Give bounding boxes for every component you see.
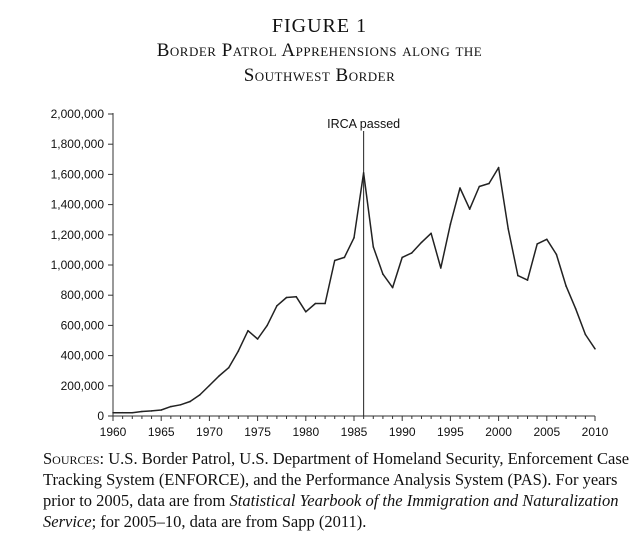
data-point bbox=[382, 273, 384, 275]
data-point bbox=[256, 338, 259, 340]
data-point bbox=[247, 329, 249, 332]
line-chart: 0 200,000 400,000 600,000 800,000 1,000,000 1,… bbox=[51, 107, 609, 439]
data-point bbox=[314, 302, 317, 305]
data-point bbox=[353, 237, 355, 239]
data-point bbox=[517, 274, 519, 277]
x-tick-label: 1965 bbox=[148, 425, 175, 439]
y-tick-label: 1,000,000 bbox=[51, 258, 105, 272]
data-point bbox=[565, 285, 567, 287]
data-point bbox=[189, 400, 191, 403]
x-tick-label: 2010 bbox=[582, 425, 609, 439]
x-tick-label: 1960 bbox=[100, 425, 127, 439]
data-point bbox=[555, 253, 558, 256]
data-point bbox=[440, 267, 442, 269]
data-point bbox=[160, 409, 162, 411]
data-point bbox=[536, 243, 538, 245]
figure-label: FIGURE 1 bbox=[271, 15, 368, 37]
y-tick-label: 1,600,000 bbox=[51, 167, 105, 181]
y-tick-label: 2,000,000 bbox=[51, 107, 105, 121]
data-point bbox=[218, 375, 220, 377]
data-point bbox=[478, 185, 481, 188]
x-tick-label: 1995 bbox=[437, 425, 464, 439]
data-point bbox=[488, 182, 490, 185]
data-point bbox=[141, 410, 143, 413]
sources-text-2: ; for 2005–10, data are from Sapp (2011)… bbox=[91, 512, 367, 531]
data-point bbox=[507, 228, 510, 230]
y-tick-label: 600,000 bbox=[61, 318, 105, 332]
data-point bbox=[372, 246, 375, 248]
data-point bbox=[179, 404, 182, 406]
x-tick-label: 1990 bbox=[389, 425, 416, 439]
data-point bbox=[305, 311, 307, 313]
y-tick-label: 200,000 bbox=[61, 379, 105, 393]
data-point bbox=[468, 208, 471, 210]
data-point bbox=[276, 305, 278, 307]
irca-annotation-label: IRCA passed bbox=[327, 117, 400, 131]
figure-title-line-2: Southwest Border bbox=[243, 65, 396, 86]
y-tick-label: 1,400,000 bbox=[51, 198, 105, 212]
data-point bbox=[574, 308, 577, 310]
data-point bbox=[584, 333, 587, 336]
data-point bbox=[430, 232, 432, 235]
data-point bbox=[131, 411, 134, 414]
data-point bbox=[199, 394, 201, 396]
data-point bbox=[112, 412, 114, 414]
sources-note: Sources: U.S. Border Patrol, U.S. Depart… bbox=[43, 448, 633, 532]
data-point bbox=[362, 172, 365, 174]
data-point bbox=[333, 259, 336, 262]
y-tick-label: 400,000 bbox=[61, 349, 105, 363]
y-tick-label: 0 bbox=[97, 409, 104, 423]
data-point bbox=[420, 241, 423, 244]
data-point bbox=[237, 350, 240, 352]
x-tick-label: 2000 bbox=[485, 425, 512, 439]
data-point bbox=[401, 256, 404, 259]
data-point bbox=[266, 324, 269, 327]
data-point bbox=[295, 295, 298, 298]
figure-title-line-1: Border Patrol Apprehensions along the bbox=[156, 40, 483, 61]
x-tick-label: 1980 bbox=[292, 425, 319, 439]
data-point bbox=[227, 366, 230, 369]
data-point bbox=[208, 384, 211, 387]
data-point bbox=[411, 252, 413, 254]
data-point bbox=[594, 348, 596, 350]
sources-lead: Sources: bbox=[43, 449, 105, 468]
x-tick-label: 1975 bbox=[244, 425, 271, 439]
x-tick-label: 1970 bbox=[196, 425, 223, 439]
data-point bbox=[150, 410, 153, 412]
data-point bbox=[343, 256, 346, 259]
data-point bbox=[391, 286, 394, 289]
y-tick-label: 1,200,000 bbox=[51, 228, 105, 242]
apprehensions-line bbox=[112, 166, 596, 414]
data-point bbox=[497, 166, 500, 169]
x-tick-label: 2005 bbox=[533, 425, 560, 439]
data-point bbox=[170, 405, 172, 408]
sources-publication-title: Statistical Yearbook of the Immigration … bbox=[43, 491, 619, 531]
data-point bbox=[449, 223, 452, 225]
data-point bbox=[526, 279, 529, 281]
data-point bbox=[459, 187, 461, 189]
data-point bbox=[285, 296, 288, 299]
sources-text-1: U.S. Border Patrol, U.S. Department of H… bbox=[43, 449, 630, 510]
data-point bbox=[121, 411, 124, 414]
data-point bbox=[324, 302, 326, 305]
data-point bbox=[546, 238, 548, 241]
y-tick-label: 800,000 bbox=[61, 288, 105, 302]
x-tick-label: 1985 bbox=[341, 425, 368, 439]
y-tick-label: 1,800,000 bbox=[51, 137, 105, 151]
